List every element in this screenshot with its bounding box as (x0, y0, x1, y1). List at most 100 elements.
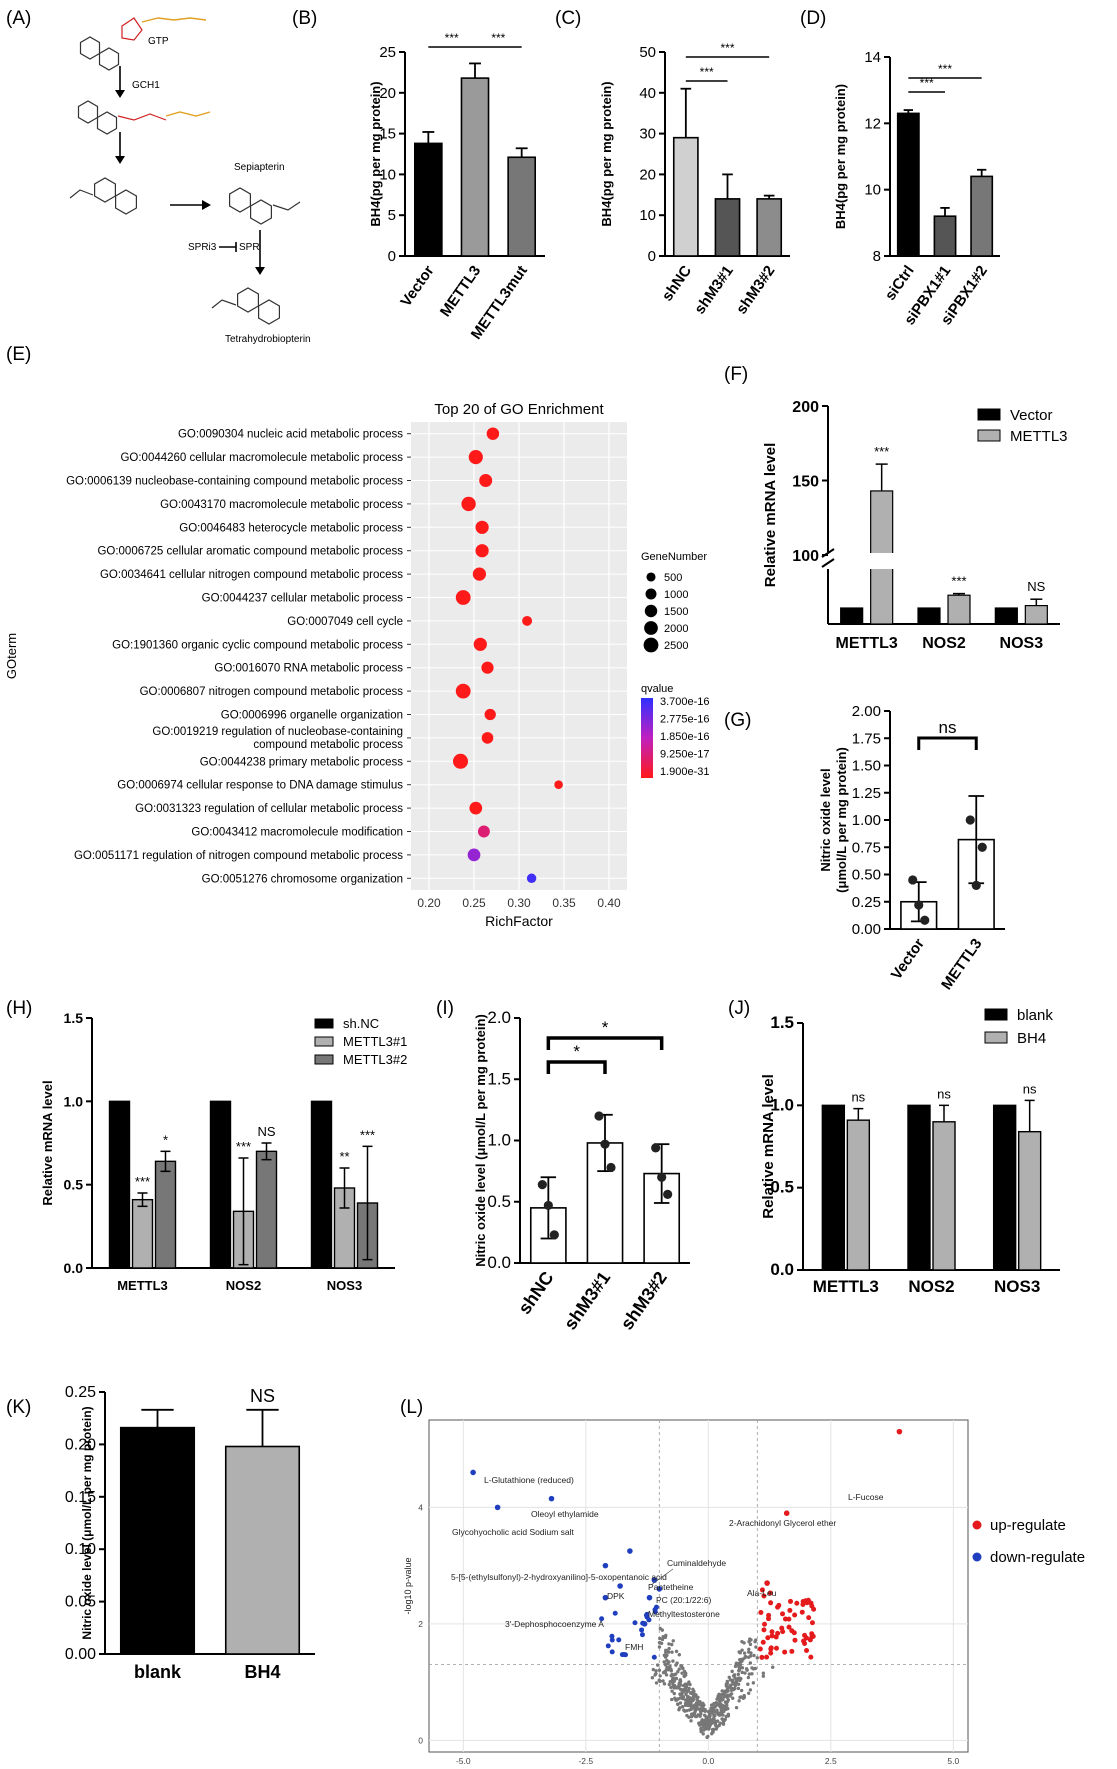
data-point (657, 1172, 667, 1182)
data-point (606, 1162, 616, 1173)
bar-vector (413, 142, 443, 257)
x-tick-label: 0.40 (597, 896, 621, 910)
volcano-point-neutral (761, 1671, 766, 1675)
volcano-point-neutral (734, 1678, 739, 1682)
volcano-point-up (775, 1630, 781, 1636)
bar-mettl3 (947, 594, 971, 625)
volcano-point-up (805, 1597, 811, 1603)
volcano-point-label: Oleoyl ethylamide (531, 1509, 599, 1519)
y-axis-label: Relative mRNA level (760, 1074, 777, 1219)
volcano-point-neutral (684, 1685, 689, 1689)
volcano-point-label: PC (20:1/22:6) (656, 1595, 711, 1605)
volcano-point-up (789, 1648, 795, 1654)
size-legend-label: 1500 (664, 606, 688, 618)
volcano-point-neutral (745, 1668, 749, 1672)
volcano-point-up (804, 1647, 810, 1653)
volcano-point-neutral (658, 1636, 662, 1641)
volcano-point-down (621, 1652, 627, 1658)
volcano-point-neutral (693, 1708, 697, 1713)
y-tick-label: 0.15 (65, 1489, 96, 1506)
volcano-point-neutral (742, 1695, 747, 1700)
significance-label: *** (920, 76, 934, 90)
panel-label-i: (I) (436, 998, 454, 1019)
tetrahydrobiopterin-label: Tetrahydrobiopterin (225, 334, 311, 345)
volcano-point-labeled (764, 1580, 770, 1586)
volcano-point-label: 3'-Dephosphocoenzyme A (505, 1619, 604, 1629)
volcano-point-down (609, 1637, 615, 1643)
int1-ring-2 (96, 111, 118, 135)
go-term-label: GO:0044238 primary metabolic process (200, 756, 404, 768)
volcano-point-neutral (729, 1688, 734, 1693)
volcano-point-neutral (694, 1693, 698, 1697)
volcano-point-neutral (747, 1672, 752, 1676)
volcano-point-neutral (673, 1696, 677, 1700)
y-axis-label: Nitric oxide level (μmol/L per mg protei… (473, 1014, 488, 1267)
panel-g-chart: 0.00 0.25 0.50 0.75 1.00 1.25 1.50 1.75 2.00 Nitr… (818, 703, 1005, 993)
volcano-point-label: DPK (607, 1591, 625, 1601)
go-dot (461, 496, 476, 512)
volcano-point-neutral (761, 1674, 766, 1678)
volcano-point-neutral (664, 1650, 668, 1655)
legend-marker (972, 1520, 982, 1530)
y-tick-label: 2.0 (487, 1008, 511, 1027)
volcano-point-neutral (689, 1719, 693, 1723)
size-legend-label: 2500 (664, 640, 688, 652)
x-tick-label: 0.35 (552, 896, 576, 910)
x-tick-label: shM3#1 (691, 263, 736, 318)
volcano-point-neutral (715, 1725, 719, 1729)
volcano-point-up (775, 1604, 781, 1610)
volcano-point-labeled (602, 1594, 609, 1601)
y-tick-label: 1.0 (487, 1131, 511, 1150)
volcano-point-neutral (746, 1682, 750, 1686)
go-dot (554, 780, 563, 789)
x-tick-label: shNC (514, 1268, 557, 1318)
size-legend-dot (644, 604, 658, 618)
bar-sh-nc (108, 1100, 131, 1269)
x-tick-label: NOS2 (908, 1277, 954, 1296)
y-tick-label: 1.5 (64, 1010, 84, 1026)
volcano-point-neutral (681, 1666, 685, 1671)
y-tick-label: 1.0 (64, 1093, 84, 1109)
significance-label: *** (236, 1139, 251, 1154)
go-term-label: GO:0006725 cellular aromatic compound me… (97, 546, 403, 558)
volcano-point-neutral (731, 1674, 736, 1678)
gtp-ring-1 (79, 36, 101, 60)
x-tick-label: NOS3 (327, 1278, 362, 1293)
volcano-point-neutral (696, 1707, 701, 1711)
volcano-point-down (651, 1654, 657, 1660)
x-tick-label: -5.0 (456, 1756, 471, 1766)
volcano-point-up (766, 1612, 772, 1618)
arrow-gch1-head (115, 90, 125, 98)
volcano-point-neutral (699, 1727, 703, 1732)
volcano-point-up (808, 1654, 814, 1660)
data-point (971, 880, 981, 891)
volcano-point-neutral (660, 1637, 665, 1642)
sep-chain (272, 201, 301, 211)
volcano-point-up (780, 1629, 786, 1635)
volcano-point-neutral (686, 1703, 690, 1708)
volcano-point-labeled (641, 1621, 648, 1627)
volcano-point-neutral (698, 1709, 703, 1714)
volcano-point-down (612, 1610, 618, 1616)
y-axis-label: Relative mRNA level (762, 443, 779, 588)
volcano-point-neutral (689, 1704, 693, 1709)
x-tick-label: BH4 (244, 1662, 280, 1682)
y-tick-label: 14 (864, 49, 881, 66)
volcano-point-neutral (683, 1687, 688, 1692)
data-point (537, 1180, 547, 1190)
volcano-point-up (768, 1650, 774, 1656)
volcano-point-neutral (663, 1669, 667, 1673)
volcano-point-neutral (748, 1688, 753, 1692)
volcano-point-neutral (678, 1678, 682, 1683)
significance-label: ns (937, 1086, 951, 1101)
volcano-point-neutral (701, 1732, 705, 1736)
volcano-point-neutral (689, 1698, 693, 1702)
volcano-point-label: 5-[5-(ethylsulfonyl)-2-hydroxyanilino]-5… (451, 1572, 667, 1582)
size-legend-dot (644, 621, 658, 635)
y-tick-label: 50 (639, 44, 656, 61)
y-tick-label: 0.00 (852, 921, 881, 938)
panel-label-g: (G) (724, 710, 751, 731)
volcano-point-neutral (676, 1702, 680, 1707)
significance-label: *** (491, 31, 505, 45)
